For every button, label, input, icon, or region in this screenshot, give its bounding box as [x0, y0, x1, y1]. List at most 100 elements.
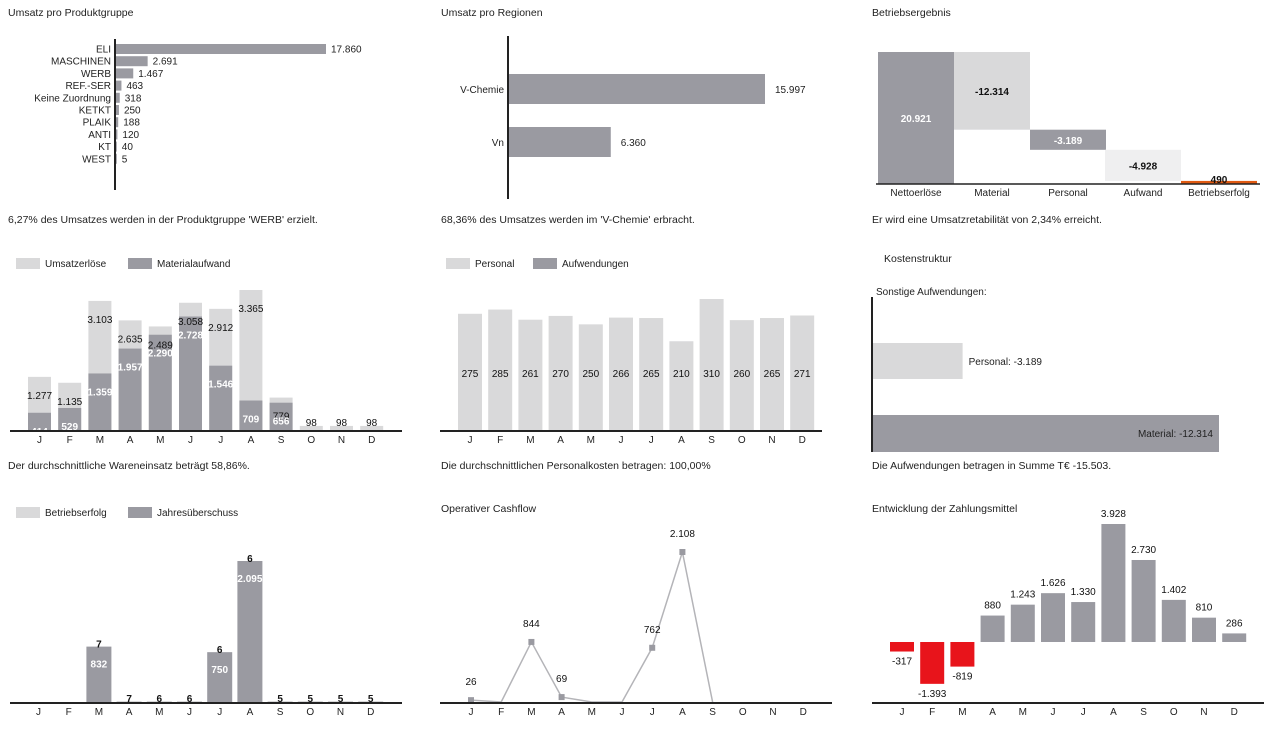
- cashflow-point: [679, 549, 686, 555]
- zahlungsmittel-value-label: -819: [952, 672, 972, 683]
- legend-swatch-materialaufwand: [128, 258, 152, 269]
- personalkosten-bar: [518, 319, 543, 430]
- betriebsergebnis-category-label: Aufwand: [1124, 188, 1163, 199]
- kostenstruktur-label-sonstige: Sonstige Aufwendungen:: [876, 287, 987, 298]
- wareneinsatz-bar-material: [148, 334, 172, 430]
- personalkosten-month-label: M: [587, 435, 595, 446]
- wareneinsatz-bar-umsatz: [330, 425, 353, 430]
- personalkosten-month-label: A: [678, 435, 685, 446]
- zahlungsmittel-value-label: 1.626: [1040, 578, 1065, 589]
- produktgruppe-value-label: 120: [122, 130, 139, 141]
- zahlungsmittel-month-label: F: [929, 707, 935, 718]
- wareneinsatz-value-label-umsatz: 3.365: [238, 304, 263, 315]
- personalkosten-month-label: J: [468, 435, 473, 446]
- personalkosten-month-label: J: [619, 435, 624, 446]
- zahlungsmittel-bar-negative: [920, 642, 945, 684]
- zahlungsmittel-bar-negative: [890, 642, 914, 652]
- personalkosten-bar: [669, 341, 694, 430]
- zahlungsmittel-bar: [1041, 593, 1065, 642]
- produktgruppe-value-label: 2.691: [153, 57, 178, 68]
- legend-label-jahresueberschuss: Jahresüberschuss: [157, 508, 238, 519]
- kostenstruktur-label-material: Material: -12.314: [1138, 429, 1213, 440]
- wareneinsatz-value-label-material: 1.546: [208, 380, 233, 391]
- wareneinsatz-bar-umsatz: [299, 425, 323, 430]
- zahlungsmittel-month-label: D: [1231, 707, 1238, 718]
- jahresueberschuss-month-label: F: [66, 707, 72, 718]
- zahlungsmittel-month-label: A: [989, 707, 996, 718]
- personalkosten-legend: Personal Aufwendungen: [446, 258, 629, 270]
- betriebserfolg-value-label: 7: [126, 694, 132, 705]
- personalkosten-month-label: M: [526, 435, 534, 446]
- zahlungsmittel-month-label: O: [1170, 707, 1178, 718]
- kostenstruktur-title: Kostenstruktur: [884, 253, 952, 265]
- produktgruppe-category-label: ELI: [96, 45, 111, 56]
- produktgruppe-category-label: WERB: [81, 69, 111, 80]
- legend-swatch-umsatzerloese: [16, 258, 40, 269]
- betriebserfolg-value-label: 6: [187, 694, 193, 705]
- betriebserfolg-value-label: 7: [96, 640, 102, 651]
- legend-label-materialaufwand: Materialaufwand: [157, 259, 230, 270]
- wareneinsatz-value-label-material: 529: [61, 422, 78, 433]
- regionen-bar: [509, 74, 765, 104]
- wareneinsatz-value-label-umsatz: 98: [366, 418, 378, 429]
- zahlungsmittel-bar-negative: [950, 642, 975, 667]
- betriebsergebnis-value-label: 20.921: [901, 114, 932, 125]
- betriebsergebnis-bar: [1105, 149, 1181, 181]
- personalkosten-month-label: A: [557, 435, 564, 446]
- chart-marks: ELI 17.860 MASCHINEN 2.691 WERB 1.467 REF.-SER…: [10, 36, 1264, 718]
- cashflow-month-label: J: [650, 707, 655, 718]
- zahlungsmittel-month-label: M: [1019, 707, 1027, 718]
- wareneinsatz-value-label-material: 1.957: [118, 363, 143, 374]
- wareneinsatz-bar-umsatz: [239, 290, 263, 430]
- wareneinsatz-value-label-umsatz: 1.277: [27, 391, 52, 402]
- wareneinsatz-value-label-material: 709: [243, 415, 260, 426]
- personalkosten-month-label: S: [708, 435, 715, 446]
- cashflow-value-label: 762: [644, 625, 661, 636]
- produktgruppe-bar: [116, 153, 117, 164]
- wareneinsatz-month-label: J: [37, 435, 42, 446]
- zahlungsmittel-month-label: J: [1081, 707, 1086, 718]
- cashflow-month-label: F: [498, 707, 504, 718]
- produktgruppe-bar: [116, 56, 148, 67]
- jahresueberschuss-month-label: J: [217, 707, 222, 718]
- zahlungsmittel-title: Entwicklung der Zahlungsmittel: [872, 503, 1017, 515]
- jahresueberschuss-month-label: D: [367, 707, 374, 718]
- jahresueberschuss-value-label: 832: [91, 660, 108, 671]
- zahlungsmittel-value-label: 286: [1226, 618, 1243, 629]
- wareneinsatz-bar-material: [28, 412, 51, 430]
- betriebsergebnis-category-label: Nettoerlöse: [890, 188, 942, 199]
- produktgruppe-value-label: 463: [126, 81, 143, 92]
- cashflow-value-label: 844: [523, 619, 540, 630]
- cashflow-value-label: 26: [465, 677, 477, 688]
- zahlungsmittel-bar: [980, 615, 1005, 642]
- cashflow-point: [468, 697, 474, 704]
- wareneinsatz-value-label-umsatz: 98: [336, 418, 348, 429]
- zahlungsmittel-month-label: J: [900, 707, 905, 718]
- wareneinsatz-month-label: M: [156, 435, 164, 446]
- kostenstruktur-caption: Die Aufwendungen betragen in Summe T€ -1…: [872, 460, 1111, 472]
- jahresueberschuss-month-label: M: [155, 707, 163, 718]
- wareneinsatz-month-label: A: [127, 435, 134, 446]
- kostenstruktur-label-personal: Personal: -3.189: [969, 357, 1043, 368]
- betriebsergebnis-value-label: -12.314: [975, 87, 1009, 98]
- wareneinsatz-value-label-umsatz: 3.103: [87, 315, 112, 326]
- legend-label-aufwendungen: Aufwendungen: [562, 259, 629, 270]
- regionen-category-label: V-Chemie: [460, 85, 504, 96]
- personalkosten-bar: [488, 309, 513, 430]
- legend-label-personal: Personal: [475, 259, 514, 270]
- betriebserfolg-value-label: 6: [217, 645, 223, 656]
- produktgruppe-caption: 6,27% des Umsatzes werden in der Produkt…: [8, 214, 318, 226]
- wareneinsatz-bar-umsatz: [360, 425, 384, 430]
- zahlungsmittel-bar: [1192, 617, 1216, 642]
- zahlungsmittel-value-label: -1.393: [918, 689, 947, 700]
- personalkosten-value-label: 250: [582, 369, 599, 380]
- jahresueberschuss-month-label: J: [187, 707, 192, 718]
- personalkosten-bar: [578, 324, 603, 430]
- wareneinsatz-month-label: J: [218, 435, 223, 446]
- kostenstruktur-bar-material: [873, 415, 1219, 452]
- zahlungsmittel-bar: [1161, 599, 1186, 642]
- wareneinsatz-month-label: J: [188, 435, 193, 446]
- zahlungsmittel-month-label: A: [1110, 707, 1117, 718]
- cashflow-month-label: N: [769, 707, 776, 718]
- wareneinsatz-value-label-material: 1.359: [87, 387, 112, 398]
